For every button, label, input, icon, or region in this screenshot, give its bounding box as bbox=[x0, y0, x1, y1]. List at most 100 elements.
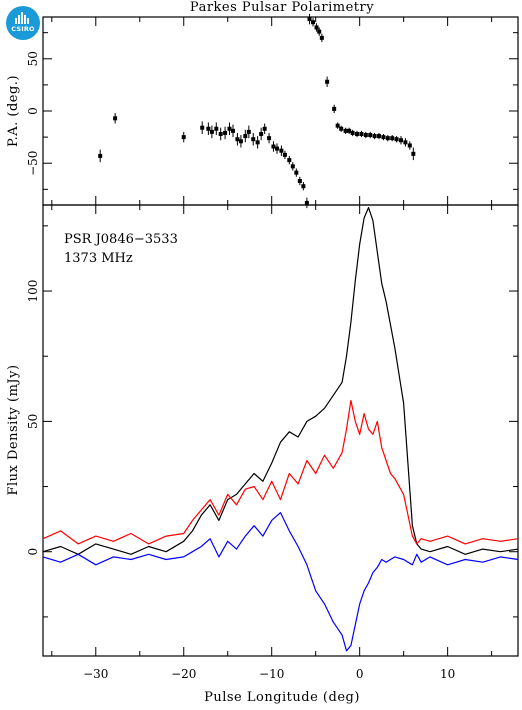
pa-marker bbox=[381, 135, 386, 140]
pa-point bbox=[314, 23, 319, 32]
pa-point bbox=[403, 138, 408, 147]
pa-marker bbox=[314, 25, 319, 30]
pa-marker bbox=[339, 126, 344, 131]
pa-marker bbox=[227, 126, 232, 131]
pa-y-tick-label: 50 bbox=[26, 51, 40, 66]
pa-marker bbox=[355, 131, 360, 136]
pa-point bbox=[290, 162, 295, 171]
flux-axis-ticks bbox=[43, 205, 518, 656]
pa-point bbox=[377, 132, 382, 140]
pa-point bbox=[304, 197, 309, 209]
pa-marker bbox=[98, 153, 103, 158]
pa-marker bbox=[301, 184, 306, 189]
pa-point bbox=[218, 127, 223, 141]
pa-point bbox=[235, 132, 240, 146]
pa-point bbox=[206, 122, 211, 136]
pa-point bbox=[282, 150, 287, 160]
pa-marker bbox=[255, 140, 260, 145]
pa-marker bbox=[206, 126, 211, 131]
pa-marker bbox=[407, 143, 412, 148]
pa-marker bbox=[325, 79, 330, 84]
pa-point bbox=[287, 155, 292, 165]
csiro-logo: CSIRO bbox=[6, 6, 40, 40]
pa-point bbox=[238, 135, 243, 148]
pa-y-tick-label: 0 bbox=[26, 107, 40, 115]
pa-point bbox=[98, 149, 103, 163]
pa-marker bbox=[297, 178, 302, 183]
pa-marker bbox=[317, 29, 322, 34]
pa-marker bbox=[332, 106, 337, 111]
pa-point bbox=[231, 124, 235, 138]
pa-marker bbox=[279, 148, 284, 153]
flux-series-lines bbox=[42, 207, 519, 652]
flux-x-tick-label: 0 bbox=[356, 667, 364, 681]
pa-marker bbox=[214, 126, 219, 131]
pa-marker bbox=[243, 134, 248, 139]
pa-marker bbox=[394, 137, 399, 142]
pa-y-tick-label: −50 bbox=[26, 151, 40, 176]
pa-marker bbox=[251, 137, 256, 142]
pa-point bbox=[411, 147, 416, 161]
pa-point bbox=[227, 122, 232, 136]
pa-marker bbox=[377, 134, 382, 139]
pa-marker bbox=[350, 130, 355, 135]
pa-marker bbox=[359, 131, 364, 136]
pa-point bbox=[251, 132, 256, 146]
pa-marker bbox=[343, 128, 348, 133]
pa-marker bbox=[294, 170, 299, 175]
pa-point bbox=[325, 76, 330, 87]
pa-point bbox=[259, 127, 264, 141]
position-angle-panel: −50 0 50 P.A. (deg.) bbox=[6, 13, 519, 209]
pa-marker bbox=[274, 146, 279, 151]
pa-point bbox=[267, 132, 272, 144]
pa-point bbox=[297, 176, 302, 186]
pa-y-axis-label: P.A. (deg.) bbox=[6, 75, 21, 147]
pa-marker bbox=[200, 125, 205, 130]
pa-marker bbox=[271, 144, 276, 149]
flux-x-axis-label: Pulse Longitude (deg) bbox=[204, 690, 360, 705]
pa-marker bbox=[304, 200, 309, 205]
pulsar-name-label: PSR J0846−3533 bbox=[64, 232, 178, 247]
circular-polarization-line bbox=[42, 512, 519, 652]
csiro-logo-mark bbox=[15, 12, 31, 24]
pa-marker bbox=[311, 20, 316, 25]
pa-point bbox=[271, 141, 276, 152]
pa-marker bbox=[363, 133, 368, 138]
pa-marker bbox=[368, 133, 373, 138]
flux-y-tick-label: 0 bbox=[26, 548, 40, 556]
pa-point bbox=[339, 125, 344, 132]
pa-point bbox=[350, 129, 355, 137]
pa-point bbox=[335, 122, 340, 129]
pa-point bbox=[246, 125, 251, 139]
pa-point bbox=[223, 126, 228, 140]
frequency-label: 1373 MHz bbox=[64, 251, 133, 266]
pa-marker bbox=[223, 130, 228, 135]
pa-marker bbox=[411, 151, 416, 156]
pa-point bbox=[385, 135, 390, 142]
pa-marker bbox=[262, 126, 267, 131]
pa-marker bbox=[218, 131, 223, 136]
flux-y-tick-labels: 0 50 100 bbox=[26, 280, 40, 556]
pa-marker bbox=[290, 164, 295, 169]
pa-marker bbox=[259, 131, 264, 136]
pa-marker bbox=[209, 129, 214, 134]
pa-marker bbox=[307, 17, 312, 22]
figure-title: Parkes Pulsar Polarimetry bbox=[190, 0, 374, 15]
pa-point bbox=[363, 131, 368, 139]
pa-point bbox=[214, 122, 219, 136]
linear-polarization-line bbox=[42, 399, 519, 545]
pa-point bbox=[181, 131, 186, 143]
pa-point bbox=[355, 130, 360, 138]
flux-y-tick-label: 50 bbox=[26, 414, 40, 429]
pa-y-tick-labels: −50 0 50 bbox=[26, 51, 40, 176]
pa-point bbox=[311, 18, 316, 27]
pa-marker bbox=[235, 137, 240, 142]
pa-point bbox=[394, 136, 399, 143]
pa-plot-frame bbox=[42, 16, 519, 206]
pa-marker bbox=[113, 116, 118, 121]
pa-point bbox=[407, 141, 412, 150]
flux-x-tick-label: −30 bbox=[83, 667, 108, 681]
total-intensity-line bbox=[42, 207, 519, 555]
pa-point bbox=[368, 131, 373, 139]
flux-x-tick-label: 10 bbox=[440, 667, 455, 681]
